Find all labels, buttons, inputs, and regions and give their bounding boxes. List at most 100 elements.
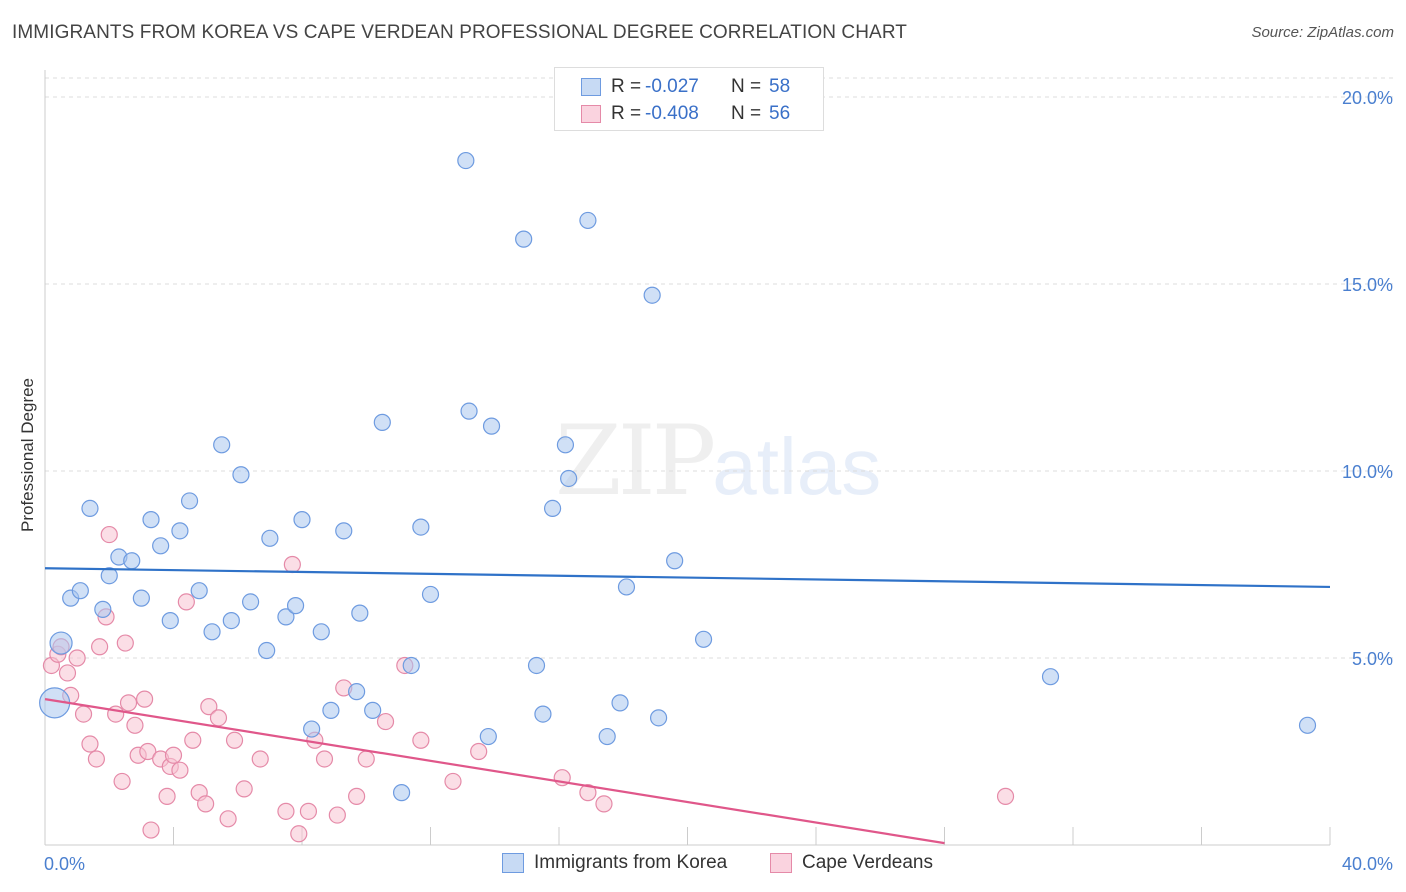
cape-verdean-point bbox=[184, 731, 202, 749]
cape-verdean-point bbox=[357, 750, 375, 768]
y-tick-label: 10.0% bbox=[1342, 462, 1393, 482]
legend-r-label: R = bbox=[611, 76, 642, 97]
korea-point bbox=[348, 683, 366, 701]
cape-verdean-point bbox=[376, 712, 395, 731]
cape-verdean-point bbox=[100, 525, 118, 544]
correlation-legend: R = -0.027 N = 58 R = -0.408 N = 56 bbox=[554, 67, 824, 131]
korea-point bbox=[421, 585, 440, 604]
korea-point bbox=[392, 784, 411, 802]
bottom-legend-label-cape: Cape Verdeans bbox=[802, 852, 933, 873]
korea-point bbox=[242, 593, 260, 611]
korea-trend-line bbox=[44, 567, 1331, 589]
bottom-legend-swatch-korea bbox=[502, 853, 524, 873]
korea-point bbox=[261, 529, 279, 547]
cape-verdean-point bbox=[135, 690, 154, 708]
cape-verdean-point bbox=[158, 787, 176, 805]
korea-point bbox=[81, 499, 99, 517]
cape-verdean-point bbox=[74, 705, 93, 723]
cape-verdean-point bbox=[251, 750, 269, 768]
watermark-atlas: atlas bbox=[712, 422, 882, 511]
cape-verdean-point bbox=[470, 742, 488, 761]
cape-verdean-point bbox=[58, 664, 77, 682]
korea-point bbox=[71, 582, 89, 600]
bottom-legend-cape: Cape Verdeans bbox=[770, 852, 933, 874]
korea-point bbox=[142, 511, 160, 529]
legend-n-label: N = bbox=[731, 103, 762, 124]
korea-point bbox=[694, 630, 713, 648]
axes bbox=[44, 70, 1331, 846]
korea-point bbox=[123, 552, 141, 570]
korea-point bbox=[303, 720, 321, 738]
cape-verdeans-points bbox=[42, 525, 1015, 843]
watermark: ZIPatlas bbox=[555, 405, 881, 517]
legend-swatch-korea bbox=[581, 78, 601, 96]
korea-point bbox=[534, 705, 552, 723]
legend-row-korea: R = -0.027 N = 58 bbox=[581, 75, 790, 99]
korea-point bbox=[412, 518, 430, 536]
korea-point bbox=[649, 709, 668, 727]
korea-point bbox=[482, 417, 501, 435]
cape-verdean-point bbox=[235, 780, 253, 798]
tick-labels: 5.0% 10.0% 15.0% 20.0% 0.0% 40.0% bbox=[44, 88, 1393, 874]
cape-verdean-point bbox=[177, 593, 195, 611]
bottom-legend-swatch-cape bbox=[770, 853, 792, 873]
legend-n-label: N = bbox=[731, 76, 762, 97]
korea-point bbox=[152, 537, 170, 555]
cape-verdean-point bbox=[87, 750, 106, 768]
korea-point bbox=[132, 589, 150, 607]
cape-verdean-point bbox=[328, 806, 346, 824]
korea-point bbox=[49, 631, 73, 655]
korea-point bbox=[232, 466, 250, 484]
legend-n-value: 56 bbox=[769, 103, 791, 124]
cape-verdean-point bbox=[200, 698, 218, 716]
cape-verdean-point bbox=[412, 731, 430, 749]
source-credit: Source: ZipAtlas.com bbox=[1251, 24, 1394, 41]
korea-point bbox=[457, 151, 475, 170]
korea-point bbox=[203, 623, 221, 641]
korea-point bbox=[100, 567, 118, 585]
korea-point bbox=[643, 286, 661, 304]
korea-point bbox=[222, 611, 240, 630]
korea-point bbox=[1041, 668, 1060, 686]
korea-point bbox=[351, 604, 369, 622]
cape-verdean-point bbox=[171, 761, 189, 779]
cape-verdean-point bbox=[290, 825, 308, 843]
cape-verdean-point bbox=[996, 787, 1015, 805]
korea-point bbox=[161, 611, 179, 630]
korea-point bbox=[171, 522, 189, 540]
korea-point bbox=[258, 641, 276, 660]
cape-verdean-point bbox=[315, 750, 334, 768]
korea-point bbox=[1298, 716, 1317, 734]
legend-r-value: -0.027 bbox=[645, 76, 699, 97]
korea-point bbox=[312, 623, 330, 641]
x-tick-label: 0.0% bbox=[44, 854, 85, 874]
cape-verdean-point bbox=[119, 694, 138, 712]
legend-n-value: 58 bbox=[769, 76, 791, 97]
cape-verdean-point bbox=[113, 772, 131, 791]
korea-point bbox=[666, 552, 684, 570]
korea-point bbox=[335, 522, 353, 540]
legend-row-cape: R = -0.408 N = 56 bbox=[581, 102, 790, 126]
korea-point bbox=[460, 402, 478, 420]
legend-r-label: R = bbox=[611, 103, 642, 124]
korea-point bbox=[373, 413, 391, 431]
watermark-zip: ZIP bbox=[555, 405, 716, 517]
cape-verdean-point bbox=[277, 802, 295, 820]
korea-point bbox=[598, 727, 616, 746]
korea-point bbox=[617, 578, 636, 596]
korea-point bbox=[527, 656, 546, 675]
korea-point bbox=[611, 694, 629, 712]
korea-points bbox=[39, 151, 1317, 802]
chart-title: IMMIGRANTS FROM KOREA VS CAPE VERDEAN PR… bbox=[12, 22, 908, 43]
y-tick-label: 5.0% bbox=[1352, 649, 1393, 669]
cape-verdean-point bbox=[81, 735, 99, 753]
cape-verdean-point bbox=[283, 555, 301, 574]
korea-point bbox=[322, 701, 340, 719]
cape-verdean-point bbox=[91, 638, 109, 656]
trend-lines bbox=[44, 567, 1331, 845]
cape-verdean-point bbox=[164, 746, 183, 764]
korea-point bbox=[560, 469, 578, 488]
cape-verdean-point bbox=[579, 784, 597, 802]
cape-verdean-trend-line bbox=[44, 698, 945, 845]
korea-point bbox=[515, 230, 533, 248]
